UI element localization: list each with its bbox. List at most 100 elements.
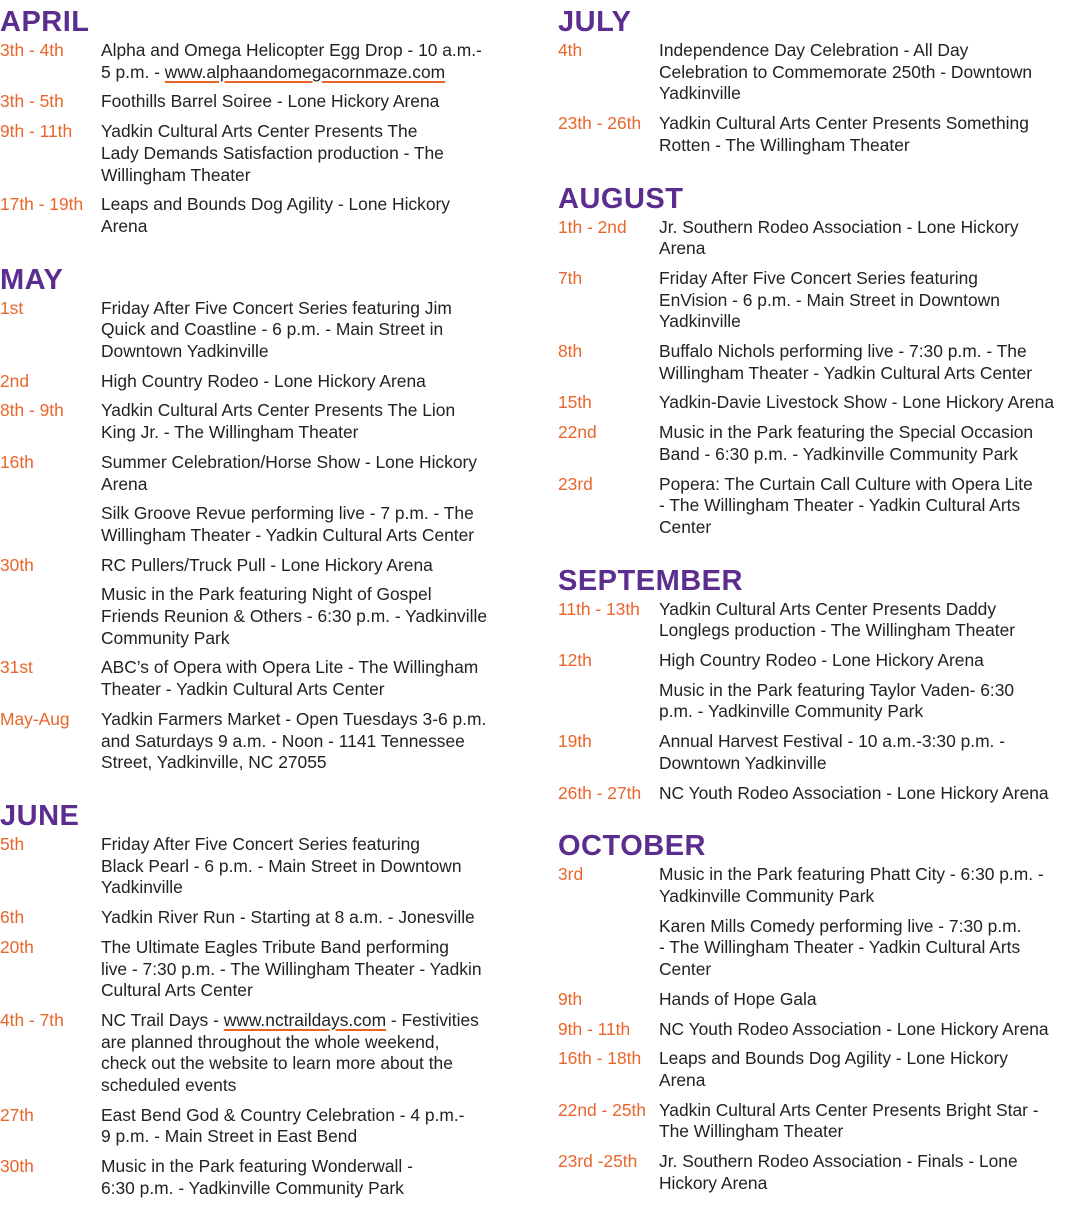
event-website-link[interactable]: www.nctraildays.com [223, 1009, 387, 1030]
month-heading: APRIL [0, 6, 90, 38]
month-section-october: OCTOBER 3rd Music in the Park featuring Ph… [558, 830, 1080, 1194]
event-description: Annual Harvest Festival - 10 a.m.-3:30 p… [659, 731, 1080, 774]
event-date: 1st [0, 297, 24, 318]
event-text: Leaps and Bounds Dog Agility - Lone Hick… [659, 1048, 1008, 1090]
month-heading: OCTOBER [558, 830, 706, 863]
event-description: High Country Rodeo - Lone Hickory Arena [101, 371, 525, 393]
event-description: Friday After Five Concert Series featuri… [101, 834, 525, 899]
event-row: 20th The Ultimate Eagles Tribute Band per… [0, 937, 525, 1002]
month-section-august: AUGUST 1th - 2nd Jr. Southern Rodeo Associ… [558, 183, 1080, 539]
event-text: ABC’s of Opera with Opera Lite - The Wil… [101, 657, 479, 700]
event-date: 7th [558, 267, 583, 288]
event-description: Friday After Five Concert Series featuri… [101, 298, 525, 363]
event-description: Leaps and Bounds Dog Agility - Lone Hick… [101, 194, 525, 237]
event-description: The Ultimate Eagles Tribute Band perform… [101, 937, 525, 1002]
event-description: NC Trail Days - www.nctraildays.com - Fe… [101, 1010, 525, 1097]
event-row: 30th Music in the Park featuring Wonderwa… [0, 1156, 525, 1199]
event-row: 8th - 9th Yadkin Cultural Arts Center Pre… [0, 400, 525, 443]
event-row: 23th - 26th Yadkin Cultural Arts Center P… [558, 113, 1080, 156]
event-website-link[interactable]: www.alphaandomegacornmaze.com [164, 61, 446, 82]
event-date [558, 680, 659, 723]
right-column: JULY 4th Independence Day Celebration - Al… [558, 0, 1080, 1202]
event-row: Karen Mills Comedy performing live - 7:3… [558, 916, 1080, 981]
event-date: May-Aug [0, 708, 70, 729]
event-text: Yadkin Cultural Arts Center Presents The… [101, 121, 444, 185]
event-row: 1th - 2nd Jr. Southern Rodeo Association … [558, 217, 1080, 260]
event-date: 23rd [558, 473, 593, 494]
event-text: Music in the Park featuring Taylor Vaden… [659, 679, 1015, 722]
event-description: Yadkin Cultural Arts Center Presents Som… [659, 113, 1080, 156]
event-description: Jr. Southern Rodeo Association - Finals … [659, 1151, 1080, 1194]
event-date: 9th [558, 988, 583, 1009]
event-text: Leaps and Bounds Dog Agility - Lone Hick… [101, 194, 450, 236]
event-description: Music in the Park featuring Wonderwall -… [101, 1156, 525, 1199]
event-description: Hands of Hope Gala [659, 989, 1080, 1011]
event-date: 31st [0, 657, 33, 678]
event-text: Yadkin Cultural Arts Center Presents The… [101, 400, 456, 443]
event-text: Music in the Park featuring the Special … [659, 422, 1034, 464]
event-description: Yadkin Cultural Arts Center Presents The… [101, 400, 525, 443]
event-text: Silk Groove Revue performing live - 7 p.… [101, 503, 475, 545]
event-date: 23th - 26th [558, 113, 642, 134]
event-date: 11th - 13th [558, 598, 640, 619]
month-heading: JULY [558, 6, 632, 38]
event-date: 12th [558, 650, 592, 671]
event-date [0, 584, 101, 649]
month-section-may: MAY 1st Friday After Five Concert Series f… [0, 264, 525, 774]
event-row: 7th Friday After Five Concert Series feat… [558, 268, 1080, 333]
event-row: 11th - 13th Yadkin Cultural Arts Center P… [558, 599, 1080, 642]
event-text: Yadkin-Davie Livestock Show - Lone Hicko… [659, 392, 1055, 413]
event-description: Silk Groove Revue performing live - 7 p.… [101, 503, 525, 546]
event-text: Jr. Southern Rodeo Association - Lone Hi… [659, 216, 1019, 259]
event-date: 16th [0, 451, 34, 472]
event-date: 3th - 4th [0, 40, 64, 60]
event-date: 9th - 11th [0, 121, 73, 142]
event-text: Friday After Five Concert Series featuri… [659, 267, 1000, 332]
event-row: 9th - 11th NC Youth Rodeo Association - L… [558, 1019, 1080, 1041]
month-heading: AUGUST [558, 182, 684, 215]
event-text: Friday After Five Concert Series featuri… [101, 833, 462, 898]
event-description: Popera: The Curtain Call Culture with Op… [659, 474, 1080, 539]
event-description: East Bend God & Country Celebration - 4 … [101, 1105, 525, 1148]
event-row: Music in the Park featuring Night of Gos… [0, 584, 525, 649]
event-text: Independence Day Celebration - All Day C… [659, 40, 1033, 104]
event-text: East Bend God & Country Celebration - 4 … [101, 1104, 465, 1147]
event-row: 3rd Music in the Park featuring Phatt Cit… [558, 864, 1080, 907]
event-text: Yadkin Cultural Arts Center Presents Som… [659, 113, 1029, 155]
event-date: 19th [558, 731, 592, 752]
event-description: Jr. Southern Rodeo Association - Lone Hi… [659, 217, 1080, 260]
event-date: 23rd -25th [558, 1151, 638, 1172]
event-row: 4th - 7th NC Trail Days - www.nctraildays… [0, 1010, 525, 1097]
month-section-september: SEPTEMBER 11th - 13th Yadkin Cultural Arts… [558, 565, 1080, 805]
month-section-july: JULY 4th Independence Day Celebration - Al… [558, 6, 1080, 157]
event-text: Jr. Southern Rodeo Association - Finals … [659, 1151, 1018, 1193]
event-date [0, 503, 101, 546]
event-row: 22nd - 25th Yadkin Cultural Arts Center P… [558, 1100, 1080, 1143]
event-row: 16th Summer Celebration/Horse Show - Lone… [0, 452, 525, 495]
event-row: 15th Yadkin-Davie Livestock Show - Lone H… [558, 392, 1080, 414]
event-text: Summer Celebration/Horse Show - Lone Hic… [101, 451, 477, 494]
event-date [558, 916, 659, 981]
event-description: NC Youth Rodeo Association - Lone Hickor… [659, 783, 1080, 805]
event-text: The Ultimate Eagles Tribute Band perform… [101, 936, 482, 1001]
event-date: 22nd - 25th [558, 1099, 646, 1120]
event-description: Summer Celebration/Horse Show - Lone Hic… [101, 452, 525, 495]
event-date: 27th [0, 1104, 34, 1125]
event-text: Yadkin Farmers Market - Open Tuesdays 3-… [101, 708, 487, 773]
event-row: 1st Friday After Five Concert Series feat… [0, 298, 525, 363]
event-description: Karen Mills Comedy performing live - 7:3… [659, 916, 1080, 981]
event-row: 23rd Popera: The Curtain Call Culture wit… [558, 474, 1080, 539]
event-row: 19th Annual Harvest Festival - 10 a.m.-3:… [558, 731, 1080, 774]
event-date: 9th - 11th [558, 1018, 631, 1039]
month-heading: SEPTEMBER [558, 564, 743, 597]
event-row: 3th - 5th Foothills Barrel Soiree - Lone … [0, 91, 525, 113]
event-row: 6th Yadkin River Run - Starting at 8 a.m.… [0, 907, 525, 929]
event-text: NC Youth Rodeo Association - Lone Hickor… [659, 782, 1049, 803]
month-section-june: JUNE 5th Friday After Five Concert Series … [0, 800, 525, 1200]
event-description: NC Youth Rodeo Association - Lone Hickor… [659, 1019, 1080, 1041]
month-heading: MAY [0, 263, 64, 296]
event-text: Friday After Five Concert Series featuri… [101, 297, 452, 362]
event-text: Karen Mills Comedy performing live - 7:3… [659, 915, 1022, 980]
event-row: May-Aug Yadkin Farmers Market - Open Tues… [0, 709, 525, 774]
event-text: Music in the Park featuring Phatt City -… [659, 864, 1044, 906]
